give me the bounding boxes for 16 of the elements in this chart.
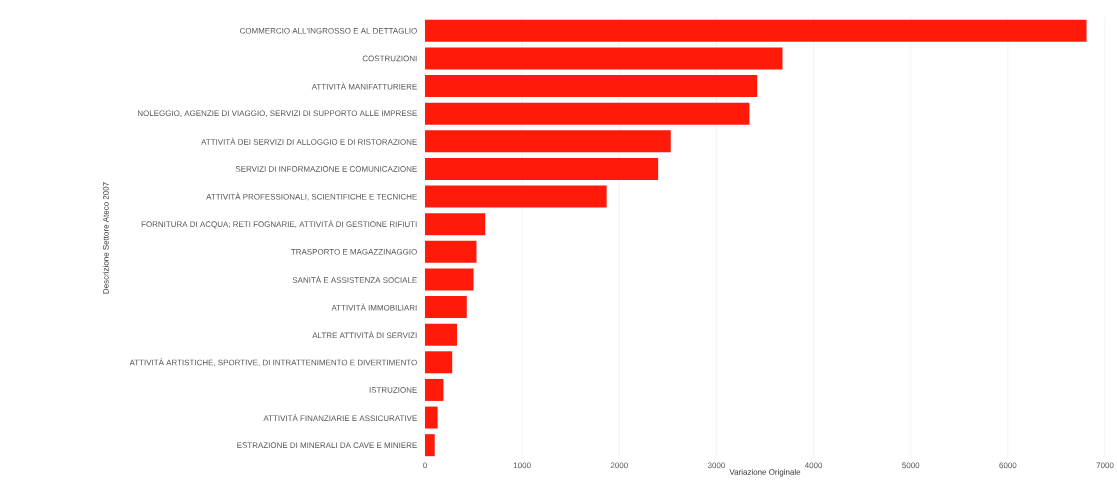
bar [425,323,458,346]
bar [425,213,486,236]
bar [425,240,477,263]
bar [425,75,758,98]
bar [425,19,1087,42]
bar [425,406,438,429]
bar [425,296,467,319]
bar [425,378,444,401]
bar [425,434,435,457]
bar [425,157,659,180]
bar [425,351,453,374]
bar [425,102,750,125]
bar [425,185,607,208]
bar [425,268,474,291]
bar [425,47,783,70]
bar [425,130,671,153]
